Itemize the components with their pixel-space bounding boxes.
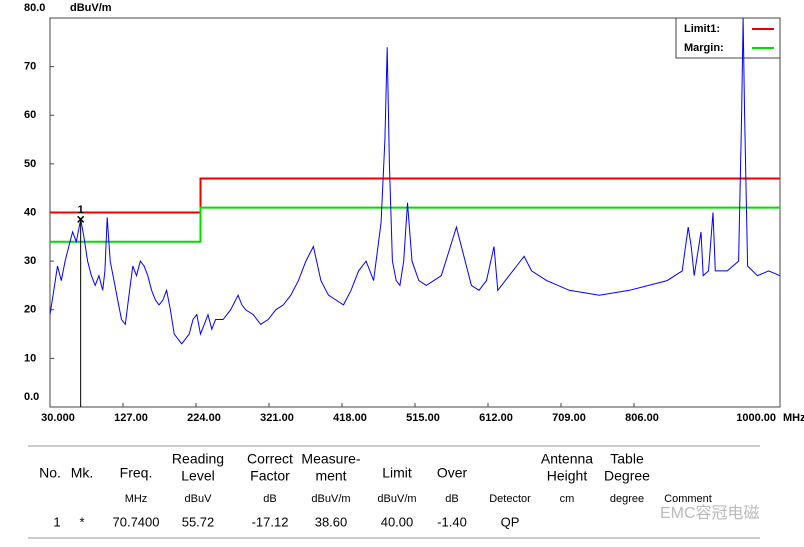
limit-line xyxy=(50,177,780,214)
table-header: Factor xyxy=(250,468,290,484)
y-tick-label: 60 xyxy=(24,109,36,121)
y-tick-label: 10 xyxy=(24,352,36,364)
table-header: Antenna xyxy=(541,451,593,467)
x-tick-label: 418.00 xyxy=(333,412,367,424)
table-cell: 70.7400 xyxy=(113,514,160,529)
x-axis-label: MHz xyxy=(783,412,804,424)
table-cell: 38.60 xyxy=(315,514,348,529)
table-cell: 1 xyxy=(53,514,60,529)
y-tick-label: 70 xyxy=(24,61,36,73)
spectrum-trace xyxy=(49,17,781,345)
table-unit: MHz xyxy=(125,493,148,505)
table-cell: -1.40 xyxy=(437,514,467,529)
table-unit: Comment xyxy=(664,493,712,505)
table-cell: 55.72 xyxy=(182,514,215,529)
x-tick-label: 30.000 xyxy=(41,412,75,424)
table-unit: dBuV/m xyxy=(311,493,350,505)
x-tick-label: 515.00 xyxy=(406,412,440,424)
y-tick-label: 50 xyxy=(24,158,36,170)
table-unit: dB xyxy=(263,493,276,505)
table-header: Freq. xyxy=(120,465,153,481)
table-header: Measure- xyxy=(301,451,360,467)
table-header: Height xyxy=(547,468,588,484)
table-cell: 40.00 xyxy=(381,514,414,529)
x-tick-label: 127.00 xyxy=(114,412,148,424)
table-header: Correct xyxy=(247,451,293,467)
table-header: Over xyxy=(437,465,468,481)
y-tick-label: 80.0 xyxy=(24,2,45,14)
limit-line xyxy=(50,206,780,243)
table-unit: cm xyxy=(560,493,575,505)
x-tick-label: 709.00 xyxy=(552,412,586,424)
table-unit: dB xyxy=(445,493,458,505)
x-tick-label: 321.00 xyxy=(260,412,294,424)
legend-label: Margin: xyxy=(684,42,724,54)
table-header: No. xyxy=(39,465,61,481)
y-axis-label: dBuV/m xyxy=(70,2,112,14)
y-tick-label: 30 xyxy=(24,255,36,267)
table-header: Reading xyxy=(172,451,224,467)
table-header: Mk. xyxy=(71,465,94,481)
legend xyxy=(675,17,781,59)
marker-label: 1 xyxy=(78,204,84,216)
x-tick-label: 224.00 xyxy=(187,412,221,424)
legend-label: Limit1: xyxy=(684,23,720,35)
table-unit: dBuV/m xyxy=(377,493,416,505)
table-cell: -17.12 xyxy=(252,514,289,529)
table-unit: dBuV xyxy=(185,493,213,505)
table-header: Degree xyxy=(604,468,650,484)
y-tick-label: 40 xyxy=(24,206,36,218)
table-header: ment xyxy=(315,468,346,484)
watermark: EMC容冠电磁 xyxy=(660,504,760,522)
y-tick-label: 20 xyxy=(24,304,36,316)
table-unit: Detector xyxy=(489,493,531,505)
table-header: Table xyxy=(610,451,644,467)
marker-x xyxy=(77,215,85,223)
table-header: Limit xyxy=(382,465,412,481)
x-tick-label: 612.00 xyxy=(479,412,513,424)
x-tick-label: 1000.00 xyxy=(736,412,776,424)
table-header: Level xyxy=(181,468,214,484)
y-tick-label: 0.0 xyxy=(24,391,39,403)
table-cell: QP xyxy=(501,514,520,529)
x-tick-label: 806.00 xyxy=(625,412,659,424)
table-cell: * xyxy=(79,514,84,529)
table-unit: degree xyxy=(610,493,644,505)
